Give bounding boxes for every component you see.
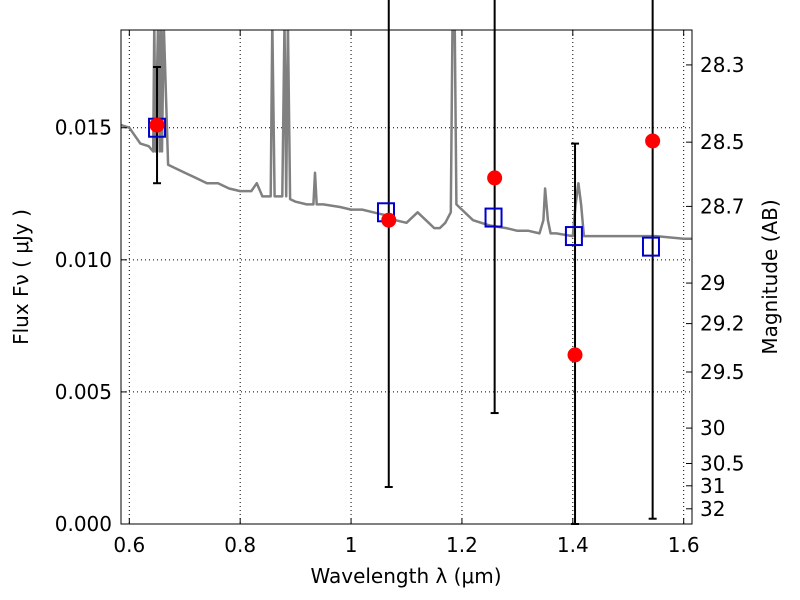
y-tick-label: 0.000: [55, 512, 112, 536]
model-square-marker: [641, 236, 660, 257]
y-tick-label: 0.010: [55, 248, 112, 272]
right-tick-label: 31: [700, 474, 725, 498]
right-tick-label: 30: [700, 416, 725, 440]
observed-point-marker: [381, 212, 397, 228]
x-tick-label: 1.2: [446, 533, 478, 557]
y-tick-label: 0.005: [55, 380, 112, 404]
y-tick-label: 0.015: [55, 116, 112, 140]
observed-point-marker: [487, 170, 503, 186]
plot-background: [121, 30, 692, 524]
model-square-marker: [484, 207, 503, 228]
observed-point-marker: [645, 133, 661, 149]
spectrum-line: [121, 30, 692, 240]
right-tick-label: 29: [700, 271, 725, 295]
right-tick-label: 32: [700, 497, 725, 521]
right-tick-label: 29.2: [700, 312, 745, 336]
markers: [148, 117, 661, 363]
x-tick-label: 1.4: [557, 533, 589, 557]
plot-frame: [120, 29, 693, 525]
ticks: 0.6 0.8 1 1.2 1.4 1.6 0.000 0.005 0.010 0.015 28.3…: [55, 30, 745, 557]
right-tick-label: 28.5: [700, 130, 745, 154]
x-axis-title: Wavelength λ (μm): [310, 564, 501, 588]
y-axis-right-title: Magnitude (AB): [758, 199, 782, 354]
model-square-marker: [564, 226, 583, 247]
right-tick-label: 28.7: [700, 194, 745, 218]
x-tick-label: 1.6: [668, 533, 700, 557]
x-tick-label: 0.8: [224, 533, 256, 557]
right-tick-label: 28.3: [700, 53, 745, 77]
x-tick-label: 0.6: [113, 533, 145, 557]
right-tick-label: 29.5: [700, 360, 745, 384]
x-tick-label: 1: [345, 533, 358, 557]
observed-point-marker: [149, 117, 165, 133]
data-layer: [121, 30, 692, 240]
observed-point-marker: [567, 347, 583, 363]
y-axis-title: Flux Fν ( μJy ): [9, 209, 33, 345]
right-tick-label: 30.5: [700, 451, 745, 475]
